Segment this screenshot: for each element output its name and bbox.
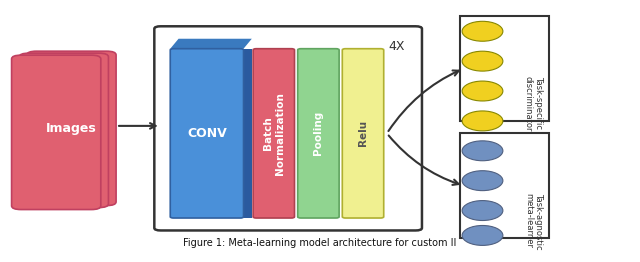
FancyBboxPatch shape: [19, 53, 108, 208]
Ellipse shape: [462, 201, 503, 221]
Text: Task-specific
discriminator: Task-specific discriminator: [524, 76, 543, 132]
FancyBboxPatch shape: [27, 51, 116, 206]
Ellipse shape: [462, 51, 503, 71]
Text: Relu: Relu: [358, 120, 368, 146]
Ellipse shape: [462, 171, 503, 191]
Text: Images: Images: [46, 122, 97, 135]
FancyBboxPatch shape: [460, 133, 549, 238]
Ellipse shape: [462, 21, 503, 41]
FancyBboxPatch shape: [460, 16, 549, 121]
Text: Batch
Normalization: Batch Normalization: [263, 92, 285, 175]
Text: Task-agnostic
meta-learner: Task-agnostic meta-learner: [524, 193, 543, 250]
FancyBboxPatch shape: [170, 49, 244, 218]
FancyBboxPatch shape: [342, 49, 384, 218]
FancyBboxPatch shape: [253, 49, 294, 218]
Polygon shape: [170, 39, 252, 49]
Text: Pooling: Pooling: [314, 111, 323, 155]
Text: Figure 1: Meta-learning model architecture for custom II: Figure 1: Meta-learning model architectu…: [183, 238, 457, 248]
Ellipse shape: [462, 226, 503, 245]
Text: CONV: CONV: [187, 127, 227, 140]
Text: 4X: 4X: [388, 40, 404, 53]
FancyBboxPatch shape: [154, 26, 422, 231]
Ellipse shape: [462, 81, 503, 101]
Ellipse shape: [462, 111, 503, 131]
FancyBboxPatch shape: [298, 49, 339, 218]
FancyBboxPatch shape: [244, 49, 252, 218]
Ellipse shape: [462, 141, 503, 161]
FancyBboxPatch shape: [12, 55, 100, 210]
